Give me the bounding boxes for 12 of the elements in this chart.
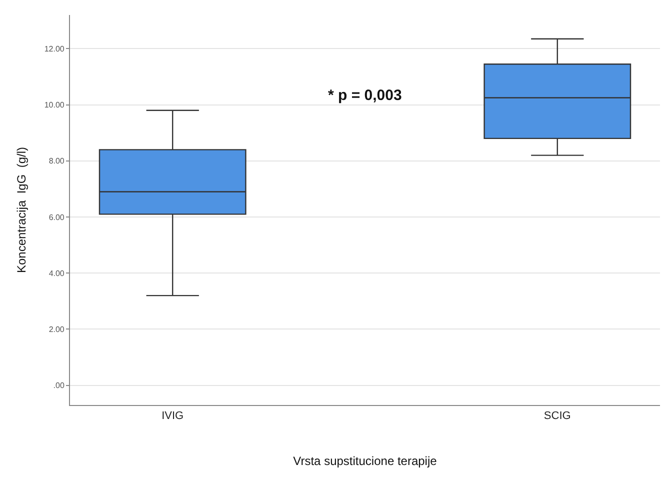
x-axis-title: Vrsta supstitucione terapije	[293, 454, 438, 468]
annotation: * p = 0,003	[328, 87, 402, 104]
y-tick-label: 8.00	[48, 156, 65, 166]
y-tick-label: 4.00	[48, 268, 65, 278]
y-tick-label: 10.00	[44, 100, 65, 110]
y-tick-label: 6.00	[48, 212, 65, 222]
y-tick-label: 2.00	[48, 325, 65, 334]
x-tick-label: IVIG	[162, 410, 184, 422]
y-axis-title: Koncentracija IgG (g/l)	[14, 146, 29, 274]
y-tick-label: 12.00	[44, 44, 65, 54]
x-tick-label: SCIG	[544, 410, 571, 422]
y-tick-label: .00	[53, 381, 65, 390]
